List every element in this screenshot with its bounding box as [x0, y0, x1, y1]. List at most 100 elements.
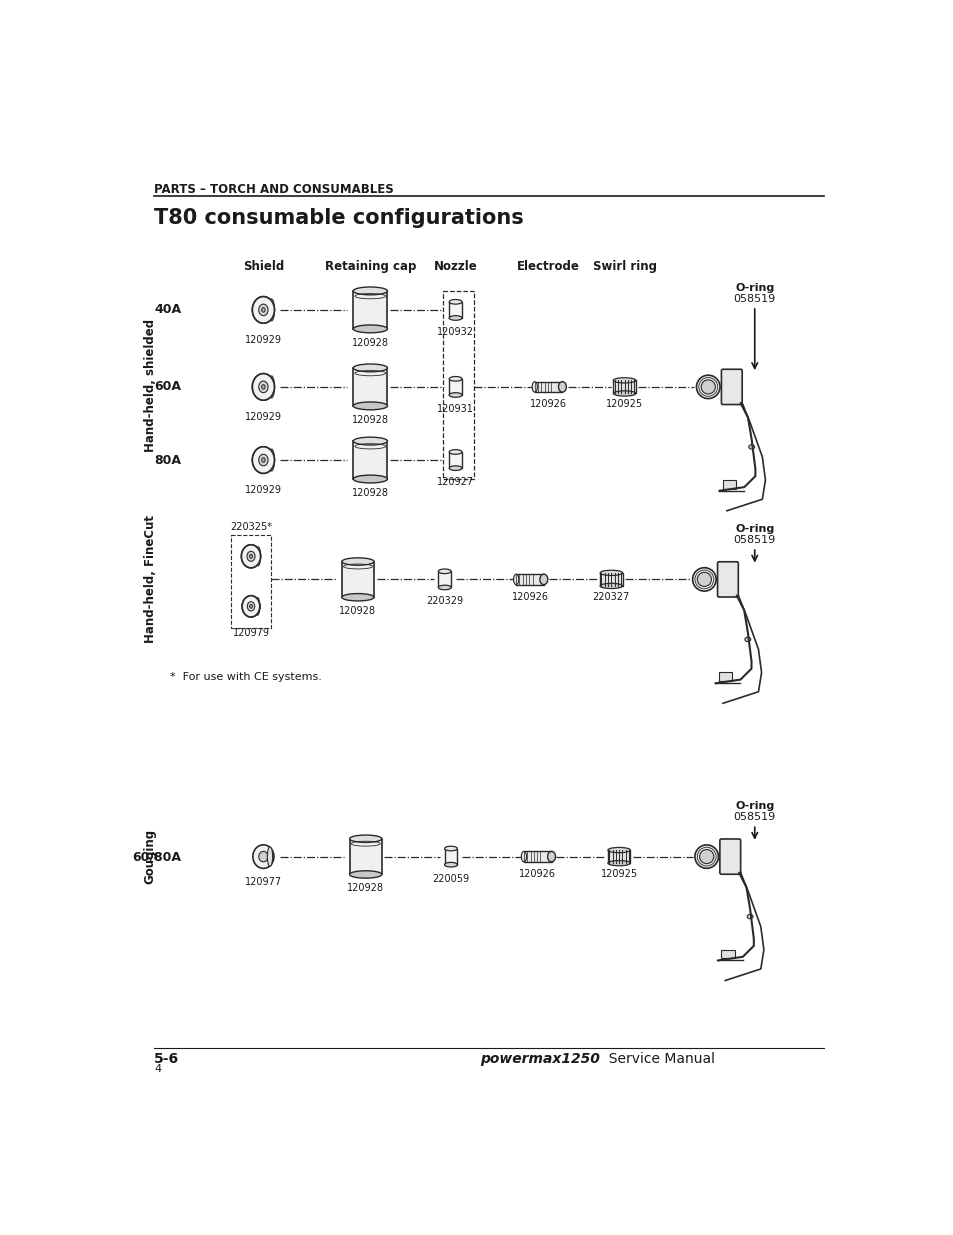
Text: Electrode: Electrode: [517, 259, 579, 273]
Bar: [443, 291, 474, 478]
Ellipse shape: [258, 454, 268, 466]
Ellipse shape: [697, 572, 711, 587]
Bar: [437, 572, 451, 588]
Ellipse shape: [258, 851, 268, 862]
Text: 60/80A: 60/80A: [132, 850, 181, 863]
Text: Service Manual: Service Manual: [599, 1052, 714, 1066]
Bar: [353, 368, 387, 406]
Text: 120929: 120929: [245, 484, 281, 495]
Ellipse shape: [267, 847, 273, 867]
Text: Hand-held, shielded: Hand-held, shielded: [144, 319, 156, 452]
Ellipse shape: [353, 475, 387, 483]
Ellipse shape: [250, 604, 253, 608]
Ellipse shape: [241, 545, 260, 568]
FancyBboxPatch shape: [720, 369, 741, 405]
Text: 120927: 120927: [436, 477, 474, 487]
Ellipse shape: [258, 304, 268, 316]
Ellipse shape: [437, 569, 451, 573]
Ellipse shape: [341, 558, 374, 566]
Ellipse shape: [748, 445, 754, 450]
Ellipse shape: [746, 914, 752, 919]
Ellipse shape: [449, 393, 461, 398]
Ellipse shape: [250, 555, 253, 558]
Ellipse shape: [449, 316, 461, 320]
Ellipse shape: [261, 384, 265, 389]
Text: 120928: 120928: [347, 883, 384, 893]
Text: T80 consumable configurations: T80 consumable configurations: [154, 209, 523, 228]
Bar: [231, 535, 271, 627]
Ellipse shape: [247, 551, 254, 561]
Ellipse shape: [269, 450, 274, 471]
Text: 120926: 120926: [511, 592, 548, 601]
Text: 120926: 120926: [518, 869, 556, 879]
Text: O-ring: O-ring: [735, 802, 774, 811]
Text: 120928: 120928: [339, 605, 376, 615]
Ellipse shape: [607, 847, 630, 852]
Text: 120931: 120931: [436, 404, 474, 414]
Ellipse shape: [558, 382, 566, 393]
Text: Nozzle: Nozzle: [434, 259, 476, 273]
Ellipse shape: [254, 598, 259, 615]
Text: 058519: 058519: [733, 535, 775, 545]
Ellipse shape: [599, 583, 622, 589]
Bar: [607, 850, 630, 863]
Bar: [613, 380, 635, 394]
Ellipse shape: [699, 850, 713, 863]
Text: 120928: 120928: [352, 415, 389, 425]
Ellipse shape: [449, 300, 461, 304]
Text: 120929: 120929: [245, 411, 281, 421]
Bar: [341, 562, 374, 598]
Ellipse shape: [444, 862, 456, 867]
Ellipse shape: [353, 364, 387, 372]
Ellipse shape: [253, 374, 274, 400]
Ellipse shape: [269, 299, 274, 321]
Ellipse shape: [513, 574, 518, 584]
Bar: [449, 301, 461, 317]
Text: 220327: 220327: [592, 592, 629, 601]
Ellipse shape: [353, 437, 387, 445]
Text: 5-6: 5-6: [154, 1052, 179, 1066]
Bar: [535, 382, 562, 393]
Ellipse shape: [349, 871, 381, 878]
Text: 058519: 058519: [733, 811, 775, 823]
Text: 80A: 80A: [154, 453, 181, 467]
Text: PARTS – TORCH AND CONSUMABLES: PARTS – TORCH AND CONSUMABLES: [154, 183, 394, 196]
Bar: [449, 379, 461, 395]
Text: 120926: 120926: [530, 399, 566, 409]
Ellipse shape: [353, 401, 387, 410]
Text: 120928: 120928: [352, 488, 389, 498]
Ellipse shape: [261, 308, 265, 312]
Ellipse shape: [539, 574, 547, 584]
Ellipse shape: [253, 845, 274, 868]
Ellipse shape: [261, 458, 265, 462]
Text: 120925: 120925: [600, 869, 637, 879]
Ellipse shape: [253, 296, 274, 324]
Bar: [349, 839, 381, 874]
Ellipse shape: [700, 380, 715, 394]
Ellipse shape: [694, 845, 718, 868]
Text: 120932: 120932: [436, 327, 474, 337]
Ellipse shape: [353, 287, 387, 295]
Ellipse shape: [520, 851, 526, 862]
Bar: [722, 480, 736, 489]
Text: 120929: 120929: [245, 335, 281, 345]
Bar: [516, 574, 543, 584]
Ellipse shape: [247, 601, 254, 611]
Ellipse shape: [692, 568, 716, 592]
Bar: [523, 851, 551, 862]
Text: *  For use with CE systems.: * For use with CE systems.: [170, 672, 321, 682]
Ellipse shape: [449, 450, 461, 454]
FancyBboxPatch shape: [717, 562, 738, 597]
Ellipse shape: [242, 595, 259, 618]
Ellipse shape: [437, 585, 451, 590]
Ellipse shape: [547, 851, 555, 862]
Bar: [719, 672, 732, 680]
Ellipse shape: [607, 861, 630, 866]
Text: 40A: 40A: [154, 304, 181, 316]
Ellipse shape: [599, 571, 622, 576]
Text: Shield: Shield: [242, 259, 284, 273]
Text: 4: 4: [154, 1065, 161, 1074]
Text: 220325*: 220325*: [230, 521, 272, 531]
Text: Retaining cap: Retaining cap: [324, 259, 416, 273]
Bar: [353, 291, 387, 329]
